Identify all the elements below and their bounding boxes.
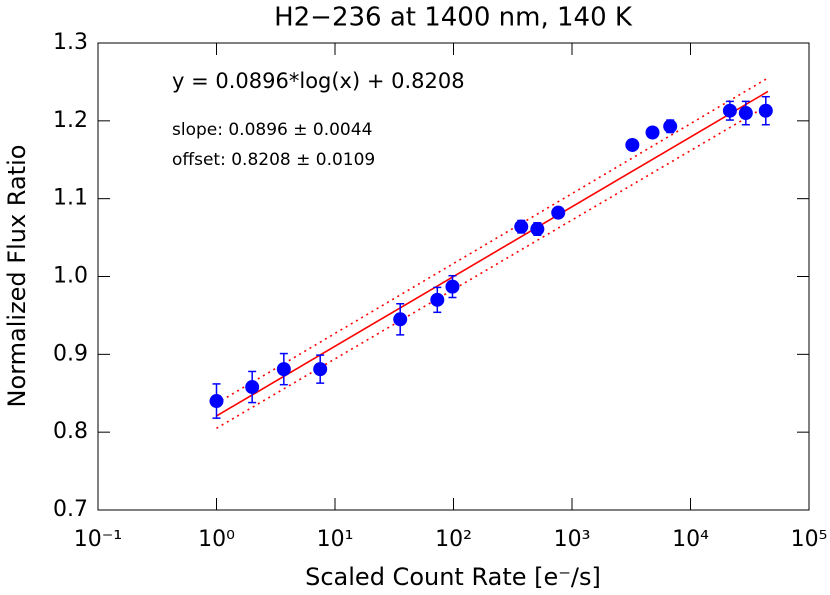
data-point bbox=[445, 279, 460, 294]
y-tick-label: 0.7 bbox=[53, 497, 88, 522]
data-point bbox=[209, 394, 224, 409]
data-point bbox=[514, 219, 529, 234]
y-tick-label: 1.3 bbox=[53, 30, 88, 55]
data-point bbox=[738, 106, 753, 121]
y-tick-label: 1.1 bbox=[53, 186, 88, 211]
fit-equation: y = 0.0896*log(x) + 0.8208 bbox=[172, 69, 465, 93]
chart-title: H2−236 at 1400 nm, 140 K bbox=[274, 3, 633, 33]
x-tick-label: 10² bbox=[435, 527, 472, 552]
x-tick-label: 10⁴ bbox=[672, 527, 709, 552]
x-axis-label: Scaled Count Rate [e⁻/s] bbox=[305, 563, 601, 591]
data-point bbox=[625, 137, 640, 152]
data-point bbox=[663, 119, 678, 134]
x-tick-label: 10¹ bbox=[317, 527, 354, 552]
fit-line bbox=[216, 90, 769, 417]
slope-annotation: slope: 0.0896 ± 0.0044 bbox=[172, 120, 372, 140]
confidence-line bbox=[216, 104, 769, 429]
data-point bbox=[276, 362, 291, 377]
data-point bbox=[645, 125, 660, 140]
x-tick-label: 10⁻¹ bbox=[74, 527, 122, 552]
y-axis-label: Normalized Flux Ratio bbox=[3, 145, 31, 408]
data-point bbox=[430, 292, 445, 307]
data-point bbox=[722, 103, 737, 118]
data-point bbox=[393, 312, 408, 327]
y-tick-label: 1.2 bbox=[53, 108, 88, 133]
data-point bbox=[530, 222, 545, 237]
data-point bbox=[551, 205, 566, 220]
offset-annotation: offset: 0.8208 ± 0.0109 bbox=[172, 150, 375, 170]
data-point bbox=[245, 380, 260, 395]
data-point bbox=[758, 103, 773, 118]
y-tick-label: 0.9 bbox=[53, 341, 88, 366]
x-tick-label: 10³ bbox=[554, 527, 591, 552]
data-point bbox=[313, 362, 328, 377]
y-tick-label: 0.8 bbox=[53, 419, 88, 444]
x-tick-label: 10⁵ bbox=[791, 527, 828, 552]
y-tick-label: 1.0 bbox=[53, 264, 88, 289]
x-tick-label: 10⁰ bbox=[198, 527, 235, 552]
